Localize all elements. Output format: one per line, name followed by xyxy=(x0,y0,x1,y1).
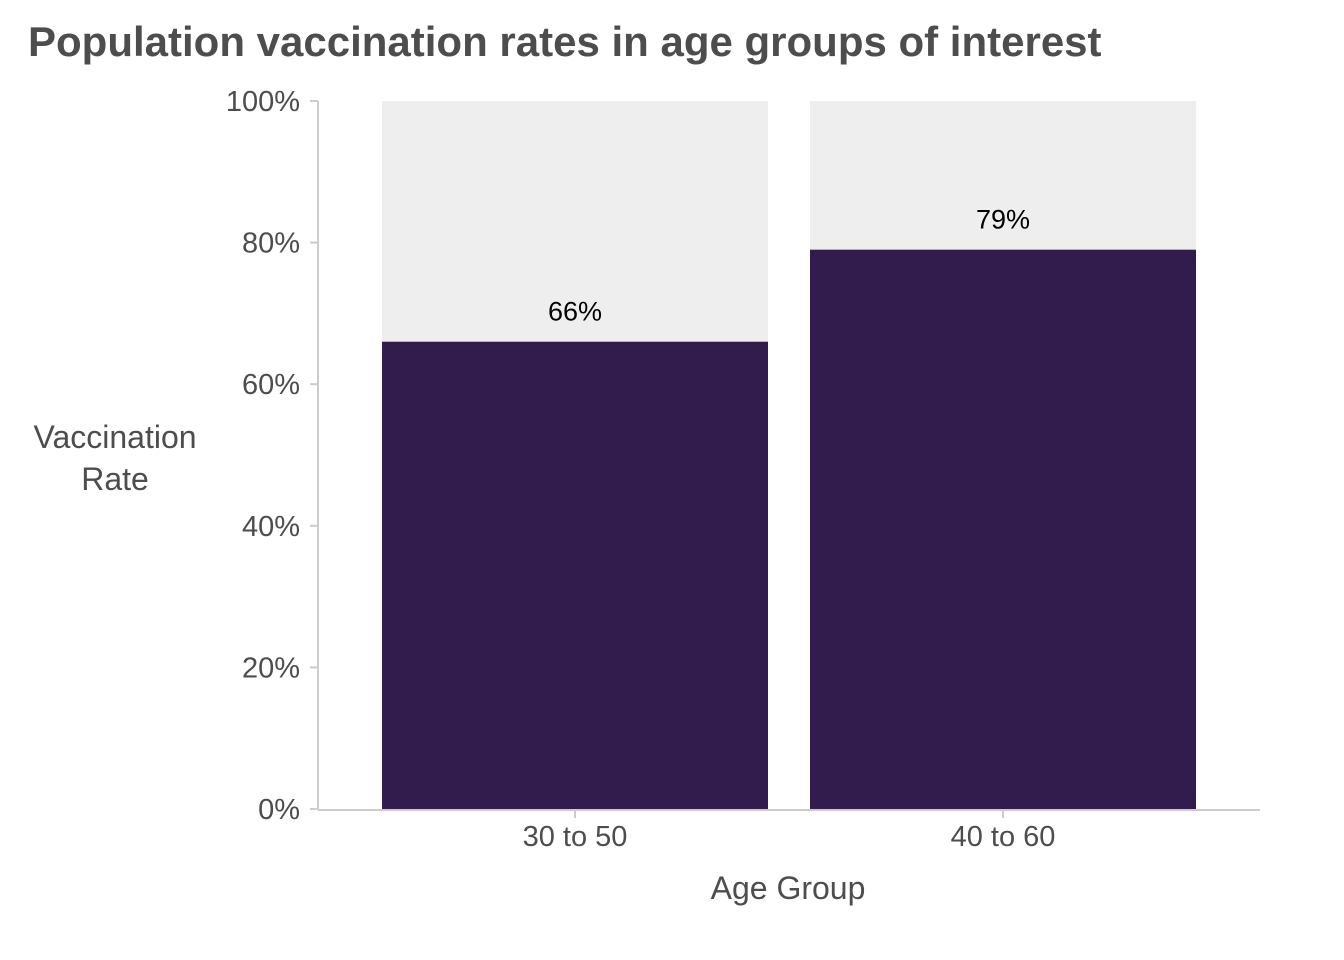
y-tick-label: 40% xyxy=(242,511,300,543)
y-tick-label: 20% xyxy=(242,652,300,684)
bar xyxy=(810,249,1196,809)
y-tick-label: 100% xyxy=(226,86,300,118)
y-axis-label-line: Vaccination xyxy=(33,419,196,455)
y-axis-ticks: 0% 20% 40% 60% 80% 100% xyxy=(226,86,318,826)
value-bars xyxy=(382,249,1196,809)
y-tick-label: 80% xyxy=(242,228,300,260)
data-label: 79% xyxy=(976,205,1030,235)
x-axis-label: Age Group xyxy=(711,870,866,906)
y-tick-label: 0% xyxy=(258,794,300,826)
x-tick-label: 40 to 60 xyxy=(951,821,1056,853)
x-axis-ticks: 30 to 50 40 to 60 xyxy=(523,810,1056,853)
y-axis-label-line: Rate xyxy=(81,461,149,497)
x-tick-label: 30 to 50 xyxy=(523,821,628,853)
bar xyxy=(382,341,768,809)
chart-title: Population vaccination rates in age grou… xyxy=(28,18,1102,65)
y-axis-label: Vaccination Rate xyxy=(33,419,196,497)
y-tick-label: 60% xyxy=(242,369,300,401)
data-labels: 66% 79% xyxy=(548,205,1030,327)
data-label: 66% xyxy=(548,297,602,327)
